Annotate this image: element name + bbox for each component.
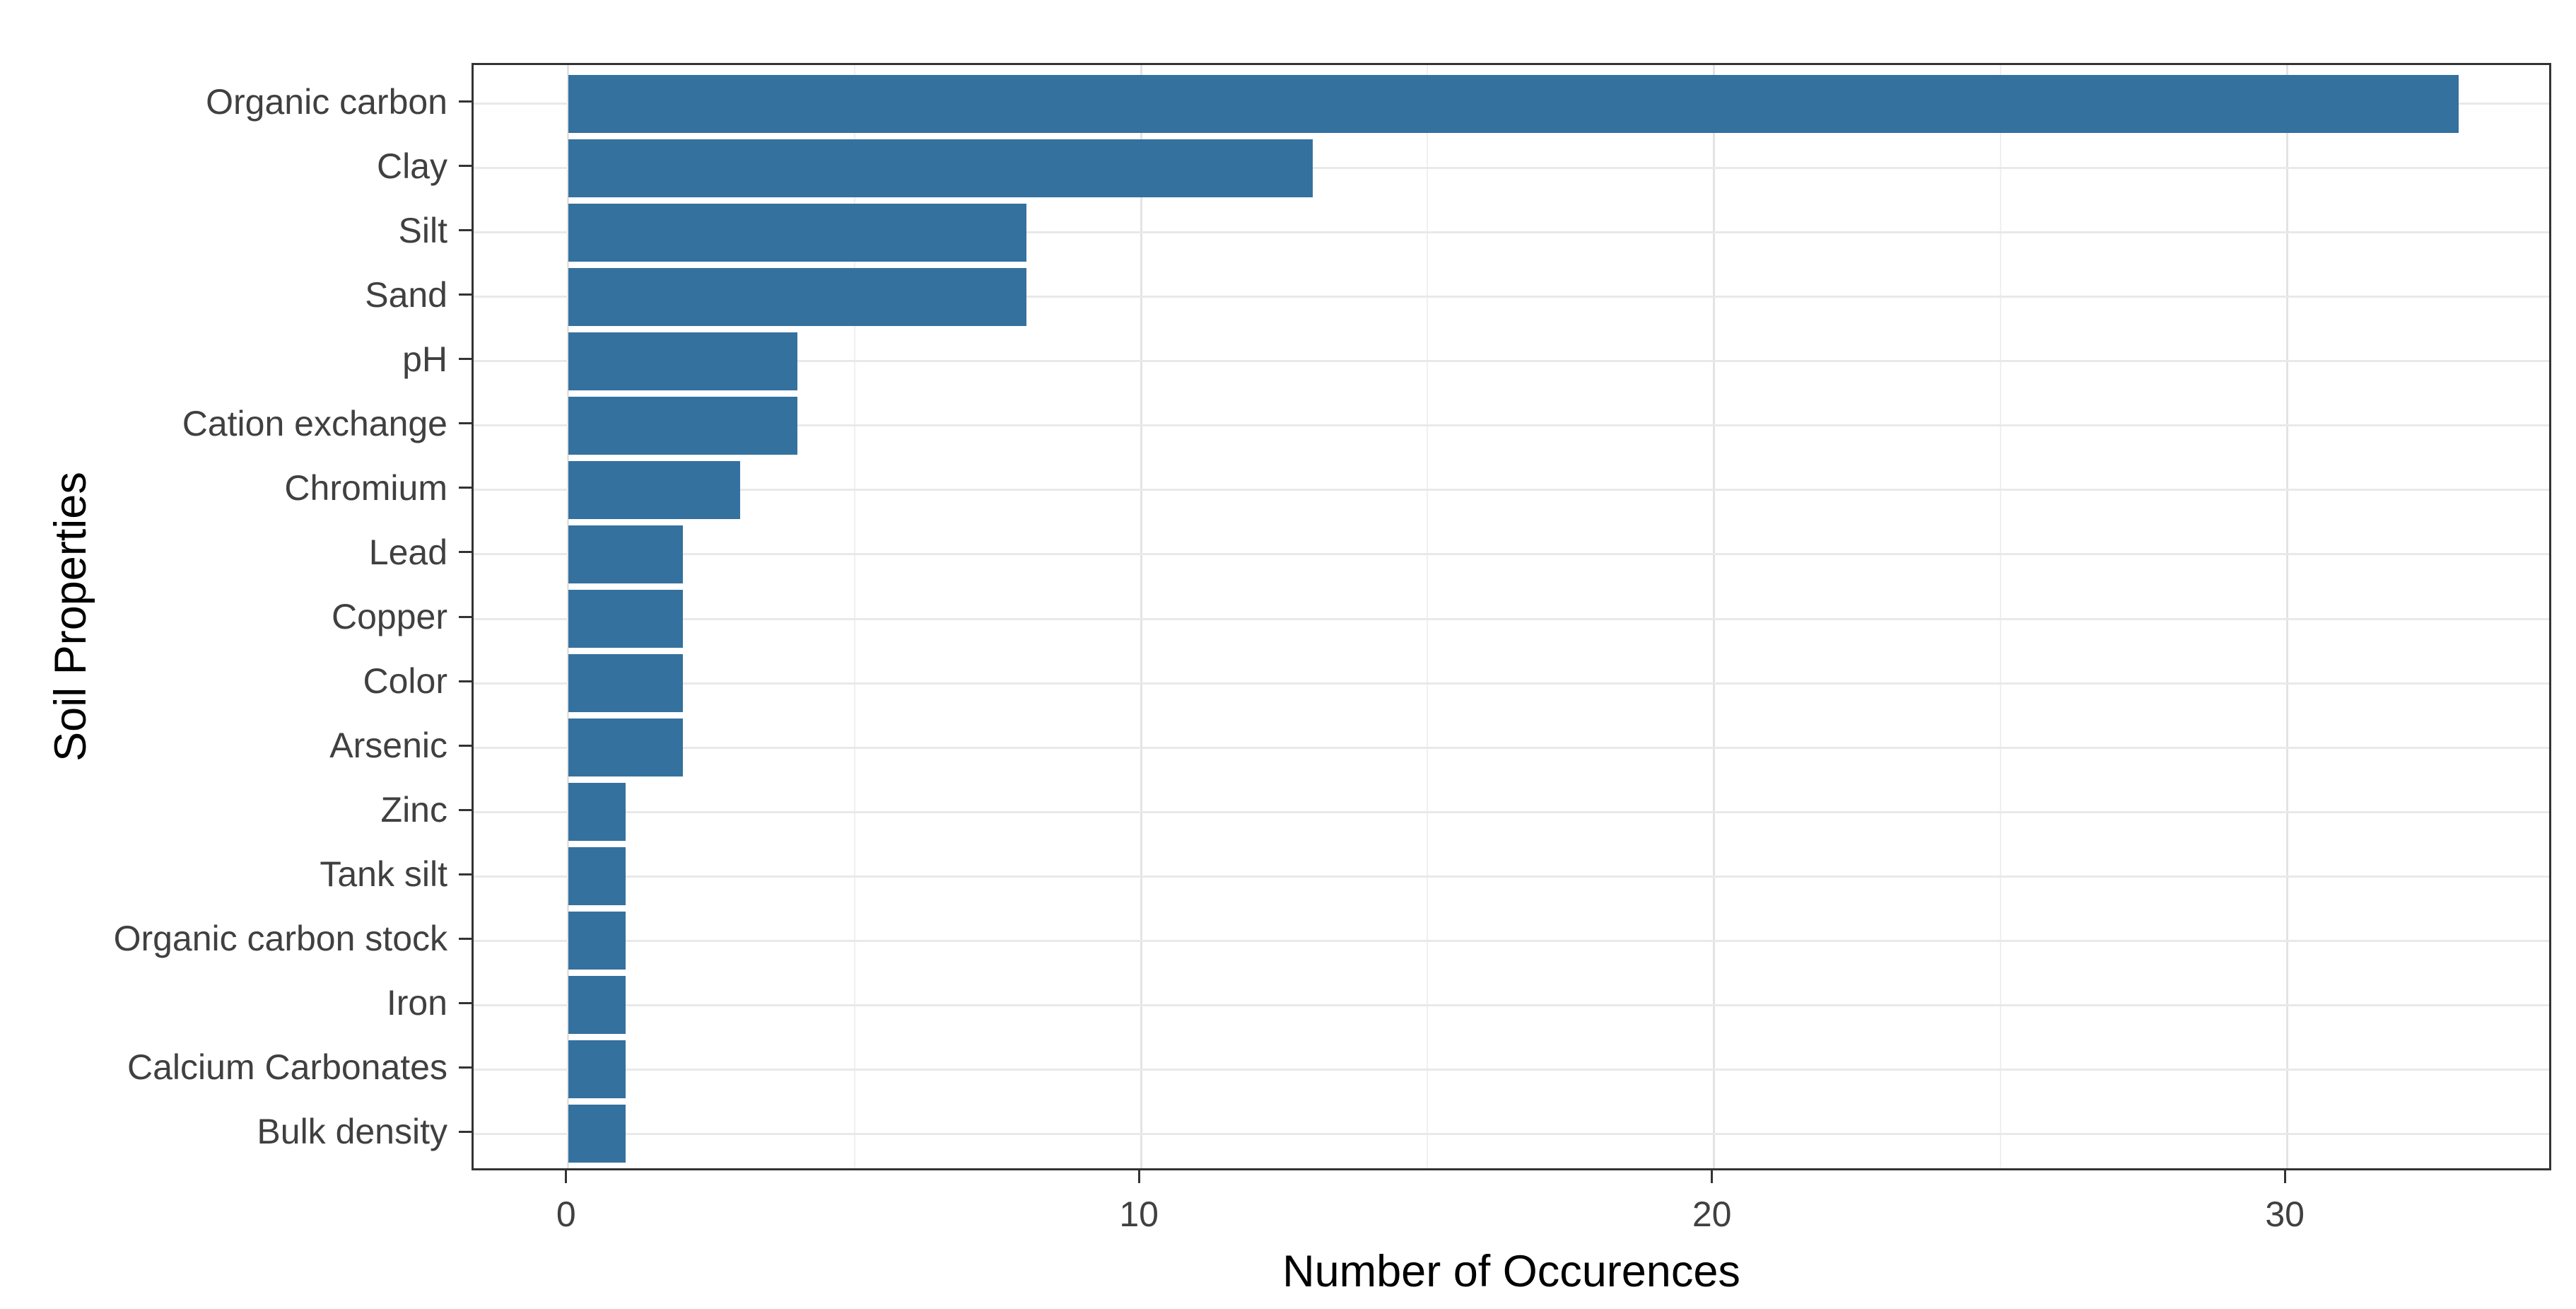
y-tick-mark xyxy=(459,744,472,747)
bar xyxy=(568,976,626,1035)
category-gridline xyxy=(474,231,2549,234)
y-tick-label: Zinc xyxy=(380,790,447,830)
y-tick-mark xyxy=(459,1066,472,1069)
x-tick-mark xyxy=(565,1170,568,1183)
x-tick-label: 20 xyxy=(1692,1194,1732,1234)
bar xyxy=(568,460,740,519)
y-tick-label: Sand xyxy=(365,274,447,315)
bar xyxy=(568,847,626,906)
y-tick-label: Copper xyxy=(332,597,447,636)
category-gridline xyxy=(474,489,2549,491)
y-tick-mark xyxy=(459,165,472,168)
y-tick-mark xyxy=(459,551,472,554)
category-gridline xyxy=(474,617,2549,620)
y-tick-label: Organic carbon xyxy=(206,81,447,122)
minor-gridline xyxy=(853,65,855,1168)
y-tick-label: Organic carbon stock xyxy=(113,919,447,959)
bar xyxy=(568,267,1027,326)
y-tick-mark xyxy=(459,229,472,232)
minor-gridline xyxy=(1427,65,1429,1168)
category-gridline xyxy=(474,424,2549,427)
bar xyxy=(568,590,683,648)
y-tick-mark xyxy=(459,487,472,489)
bar xyxy=(568,396,797,455)
y-tick-label: Iron xyxy=(386,983,447,1023)
y-tick-label: Chromium xyxy=(284,467,447,508)
bar xyxy=(568,1105,626,1163)
y-tick-label: Silt xyxy=(398,210,447,250)
y-tick-label: Clay xyxy=(376,146,447,186)
x-axis-title: Number of Occurences xyxy=(1282,1247,1740,1296)
x-tick-label: 10 xyxy=(1119,1194,1159,1234)
y-tick-mark xyxy=(459,680,472,682)
bar xyxy=(568,139,1313,197)
y-tick-label: Bulk density xyxy=(257,1112,447,1152)
category-gridline xyxy=(474,167,2549,170)
category-gridline xyxy=(474,360,2549,363)
category-gridline xyxy=(474,682,2549,685)
bar xyxy=(568,719,683,777)
category-gridline xyxy=(474,939,2549,942)
y-tick-label: pH xyxy=(402,339,447,379)
y-tick-label: Color xyxy=(363,661,447,702)
minor-gridline xyxy=(1999,65,2001,1168)
y-tick-label: Arsenic xyxy=(329,726,447,766)
bar xyxy=(568,203,1027,262)
y-tick-mark xyxy=(459,100,472,103)
y-tick-label: Calcium Carbonates xyxy=(127,1047,447,1088)
bar xyxy=(568,1040,626,1099)
x-tick-mark xyxy=(1711,1170,1714,1183)
bar xyxy=(568,783,626,842)
major-gridline xyxy=(1140,65,1142,1168)
y-tick-mark xyxy=(459,1001,472,1004)
plot-panel xyxy=(472,63,2551,1170)
x-tick-mark xyxy=(2283,1170,2286,1183)
y-tick-label: Tank silt xyxy=(320,854,447,895)
major-gridline xyxy=(2285,65,2288,1168)
y-tick-mark xyxy=(459,1130,472,1133)
y-tick-mark xyxy=(459,358,472,361)
y-tick-label: Cation exchange xyxy=(182,403,447,443)
x-tick-label: 30 xyxy=(2265,1194,2305,1234)
y-tick-mark xyxy=(459,937,472,940)
y-tick-label: Lead xyxy=(368,532,447,572)
bar xyxy=(568,332,797,390)
category-gridline xyxy=(474,1132,2549,1135)
category-gridline xyxy=(474,1003,2549,1006)
category-gridline xyxy=(474,296,2549,298)
y-tick-mark xyxy=(459,422,472,425)
category-gridline xyxy=(474,553,2549,556)
bar xyxy=(568,912,626,970)
y-tick-mark xyxy=(459,808,472,811)
major-gridline xyxy=(1713,65,1716,1168)
category-gridline xyxy=(474,810,2549,813)
category-gridline xyxy=(474,875,2549,878)
bar xyxy=(568,654,683,713)
y-tick-mark xyxy=(459,615,472,618)
bar xyxy=(568,525,683,583)
category-gridline xyxy=(474,746,2549,749)
category-gridline xyxy=(474,1068,2549,1071)
y-tick-mark xyxy=(459,873,472,875)
x-tick-label: 0 xyxy=(556,1194,576,1234)
bar xyxy=(568,74,2459,133)
x-tick-mark xyxy=(1137,1170,1140,1183)
y-tick-mark xyxy=(459,293,472,296)
